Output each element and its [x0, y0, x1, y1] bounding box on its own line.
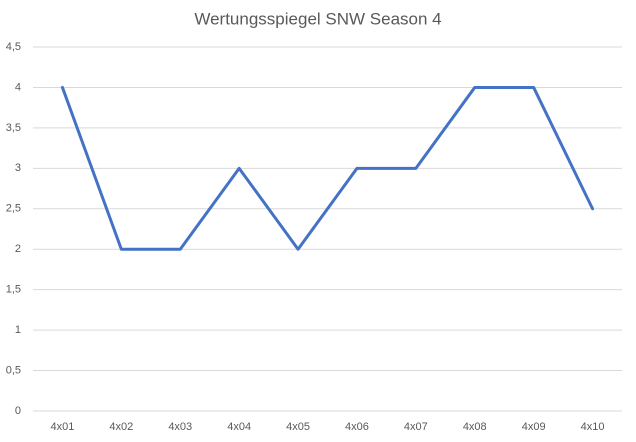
x-tick-label: 4x01 [51, 421, 75, 433]
x-tick-label: 4x02 [109, 421, 133, 433]
y-tick-label: 4 [15, 81, 21, 93]
y-tick-label: 2,5 [6, 203, 21, 215]
x-tick-label: 4x03 [168, 421, 192, 433]
y-tick-label: 1,5 [6, 284, 21, 296]
data-line [60, 85, 595, 251]
y-tick-label: 0,5 [6, 364, 21, 376]
y-tick-label: 0 [15, 405, 21, 417]
x-tick-label: 4x04 [227, 421, 251, 433]
chart-title: Wertungsspiegel SNW Season 4 [194, 9, 441, 28]
x-tick-label: 4x07 [404, 421, 428, 433]
y-tick-label: 4,5 [6, 41, 21, 53]
x-tick-label: 4x05 [286, 421, 310, 433]
y-tick-label: 2 [15, 243, 21, 255]
x-tick-label: 4x06 [345, 421, 369, 433]
x-tick-label: 4x09 [522, 421, 546, 433]
x-tick-label: 4x10 [581, 421, 605, 433]
y-tick-label: 3,5 [6, 122, 21, 134]
x-tick-label: 4x08 [463, 421, 487, 433]
y-tick-label: 3 [15, 162, 21, 174]
y-tick-label: 1 [15, 324, 21, 336]
